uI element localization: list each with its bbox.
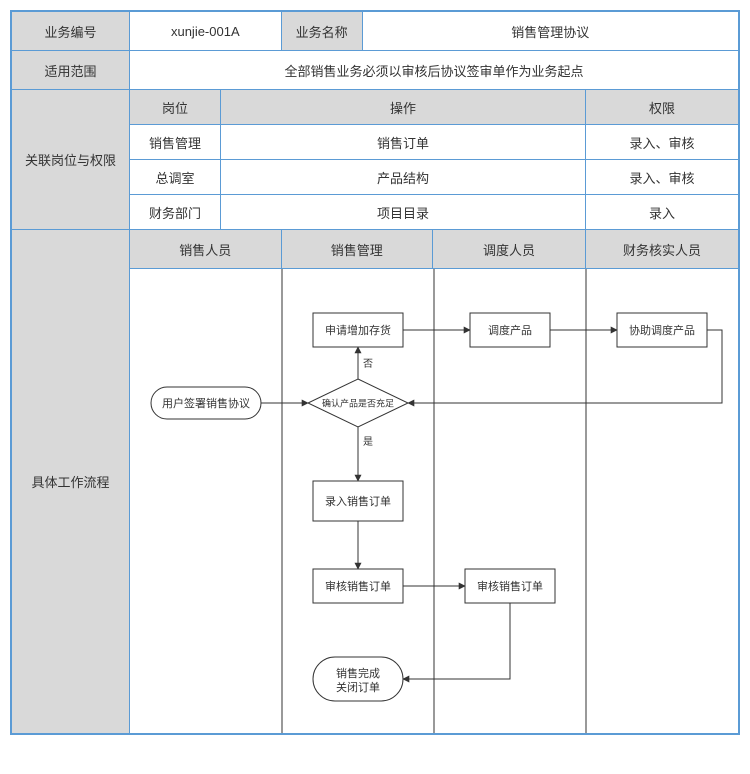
roles-r3-pos: 财务部门	[130, 195, 221, 230]
lane-h2: 销售管理	[281, 230, 432, 269]
node-done-label2: 关闭订单	[336, 680, 380, 694]
value-biz-name: 销售管理协议	[362, 12, 738, 51]
node-enter-label: 录入销售订单	[325, 494, 391, 508]
value-biz-no: xunjie-001A	[130, 12, 282, 51]
node-done-label1: 销售完成	[336, 666, 380, 680]
business-spec-table: 业务编号 xunjie-001A 业务名称 销售管理协议 适用范围 全部销售业务…	[10, 10, 740, 735]
lane-h4: 财务核实人员	[586, 230, 739, 269]
roles-r1-op: 销售订单	[221, 125, 586, 160]
edge-no-label: 否	[363, 358, 373, 370]
node-dispatch-label: 调度产品	[488, 323, 532, 337]
roles-r2-perm: 录入、审核	[586, 160, 739, 195]
node-audit2-label: 审核销售订单	[477, 579, 543, 593]
label-flow: 具体工作流程	[12, 230, 130, 734]
roles-r2-op: 产品结构	[221, 160, 586, 195]
label-biz-no: 业务编号	[12, 12, 130, 51]
label-scope: 适用范围	[12, 51, 130, 90]
node-sign-label: 用户签署销售协议	[162, 396, 250, 410]
roles-h-op: 操作	[221, 90, 586, 125]
roles-h-perm: 权限	[586, 90, 739, 125]
value-scope: 全部销售业务必须以审核后协议签审单作为业务起点	[130, 51, 739, 90]
node-audit1-label: 审核销售订单	[325, 579, 391, 593]
roles-r1-perm: 录入、审核	[586, 125, 739, 160]
node-apply-label: 申请增加存货	[325, 323, 391, 337]
edge-yes-label: 是	[363, 436, 373, 448]
roles-h-position: 岗位	[130, 90, 221, 125]
roles-r1-pos: 销售管理	[130, 125, 221, 160]
lane-h3: 调度人员	[433, 230, 586, 269]
workflow-diagram: 用户签署销售协议 申请增加存货 确认产品是否充足 录入销售订单 审核销售订单 销…	[130, 269, 738, 733]
roles-r2-pos: 总调室	[130, 160, 221, 195]
label-biz-name: 业务名称	[281, 12, 362, 51]
lane-h1: 销售人员	[130, 230, 282, 269]
node-confirm-label: 确认产品是否充足	[322, 397, 394, 408]
node-assist-label: 协助调度产品	[629, 323, 695, 337]
roles-r3-perm: 录入	[586, 195, 739, 230]
label-roles: 关联岗位与权限	[12, 90, 130, 230]
roles-r3-op: 项目目录	[221, 195, 586, 230]
